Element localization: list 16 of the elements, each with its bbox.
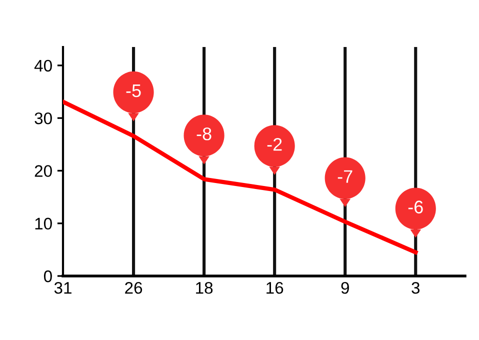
annotation: -6	[408, 200, 423, 214]
annotation: -8	[196, 128, 212, 140]
x-tick-label: 18	[196, 282, 213, 294]
annotation: -7	[338, 170, 352, 183]
x-tick-label: 9	[341, 282, 349, 294]
x-tick-label: 31	[54, 282, 72, 294]
x-tick-label: 3	[412, 282, 420, 294]
y-tick-label: 0	[44, 270, 52, 282]
y-tick-label: 40	[34, 60, 52, 72]
annotation: -2	[267, 138, 282, 151]
y-tick-label: 20	[34, 165, 52, 177]
x-tick-label: 26	[125, 282, 142, 294]
annotation: -5	[126, 84, 141, 98]
y-tick-label: 30	[34, 112, 52, 124]
x-tick-label: 16	[266, 282, 284, 294]
y-tick-label: 10	[35, 218, 52, 230]
